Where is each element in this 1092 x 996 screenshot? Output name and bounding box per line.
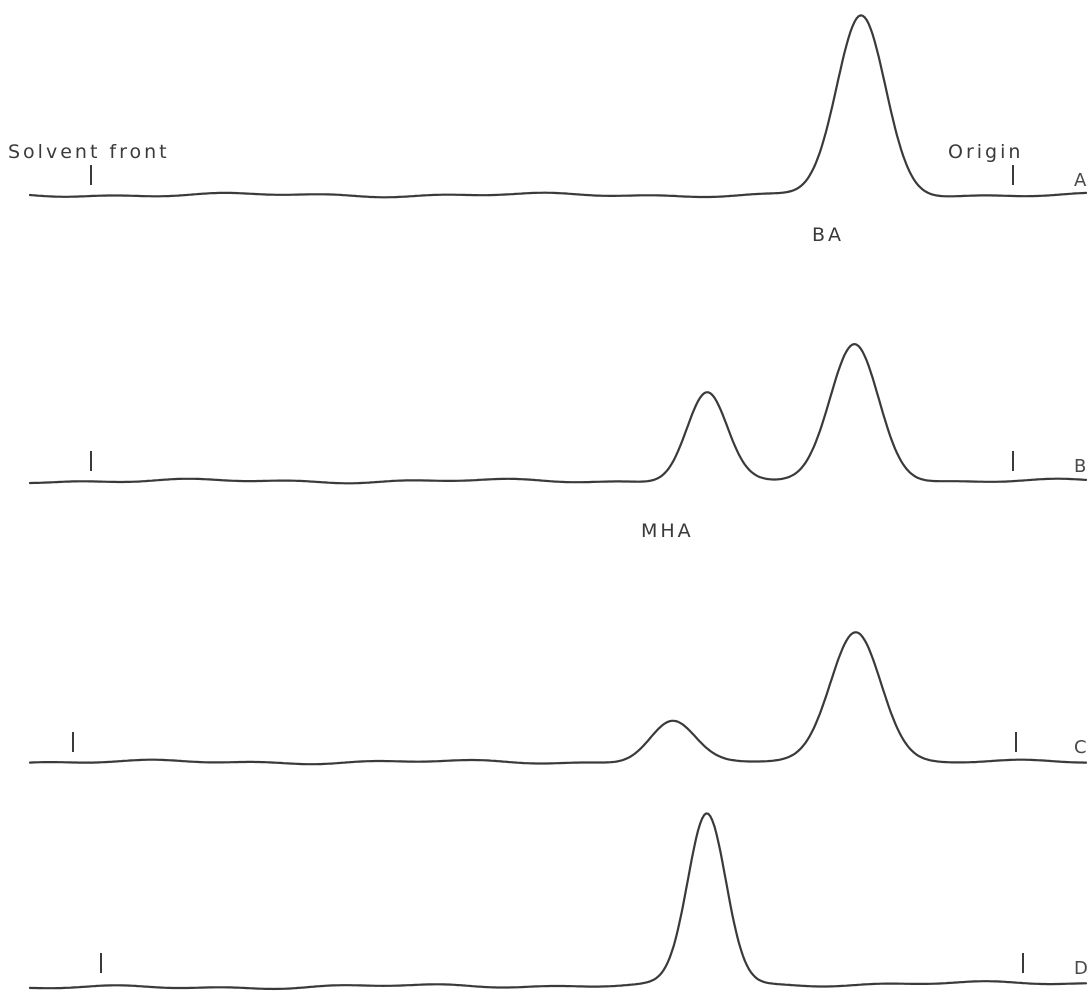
trace-letter-a: A (1074, 170, 1087, 191)
peak-label-ba: BA (812, 224, 844, 246)
trace-letter-c: C (1074, 737, 1087, 758)
trace-line-d (28, 812, 1088, 991)
origin-label: Origin (948, 141, 1023, 163)
traces-group: A B C D (28, 14, 1088, 991)
peak-label-mha: MHA (641, 520, 694, 542)
trace-line-a (28, 14, 1088, 199)
trace-line-c (28, 631, 1088, 766)
trace-letter-b: B (1074, 456, 1086, 477)
trace-letter-d: D (1074, 958, 1088, 979)
solvent-front-label: Solvent front (8, 141, 170, 163)
trace-line-b (28, 343, 1088, 485)
